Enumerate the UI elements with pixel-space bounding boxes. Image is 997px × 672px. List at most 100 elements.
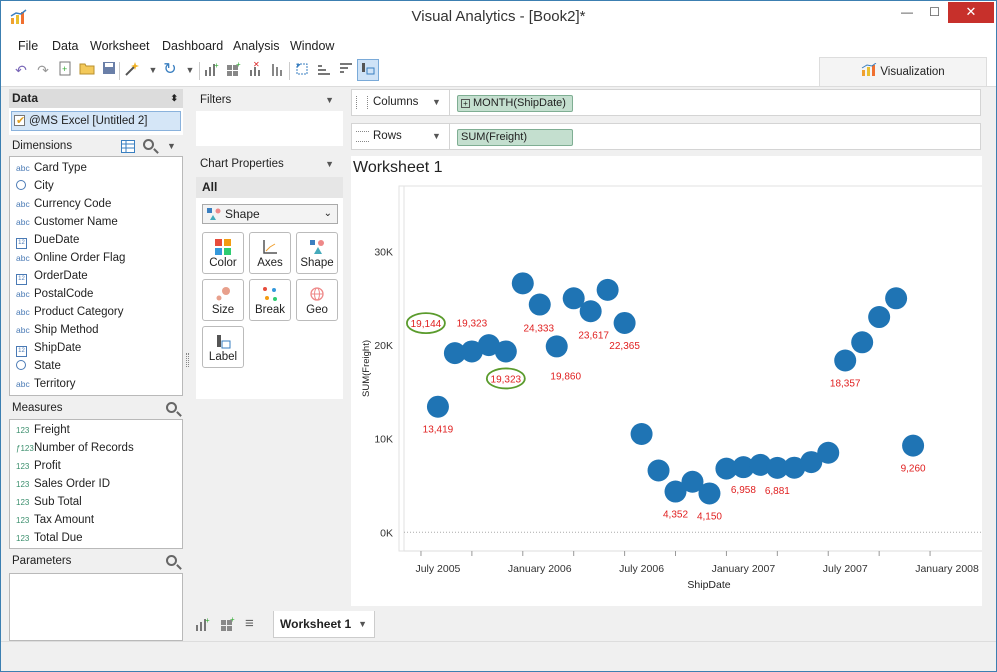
color-icon (215, 239, 231, 255)
show-labels-icon[interactable] (357, 59, 379, 81)
maximize-button[interactable]: ☐ (929, 5, 940, 19)
visualization-tab-label: Visualization (880, 66, 945, 78)
clear-worksheet-icon[interactable]: ✕ (247, 60, 265, 79)
expand-icon[interactable]: + (461, 99, 470, 108)
size-tile[interactable]: Size (202, 279, 244, 321)
data-point (460, 340, 483, 363)
break-tile[interactable]: Break (249, 279, 291, 321)
dimension-card-type[interactable]: abc Card Type (16, 159, 87, 177)
new-worksheet-tab-icon[interactable]: + (195, 616, 213, 634)
shape-tile[interactable]: Shape (296, 232, 338, 274)
dimension-state[interactable]: State (16, 357, 61, 375)
worksheet-tab-menu-icon[interactable]: ▼ (358, 619, 367, 629)
dimension-online-order-flag[interactable]: abc Online Order Flag (16, 249, 125, 267)
tab-worksheet-1[interactable]: Worksheet 1 ▼ (273, 611, 375, 638)
measure-number-of-records[interactable]: ƒ123Number of Records (16, 439, 134, 457)
sort-ascending-icon[interactable] (315, 61, 333, 79)
measure-tax-amount[interactable]: 123 Tax Amount (16, 511, 94, 529)
tab-all[interactable]: All (196, 177, 343, 198)
chart-properties-menu-icon[interactable]: ▼ (325, 159, 334, 169)
filters-area[interactable] (196, 111, 343, 146)
number-type-icon: 123 (16, 498, 30, 507)
title-bar: Visual Analytics - [Book2]* — ☐ ✕ (1, 1, 996, 35)
text-type-icon: abc (16, 253, 30, 263)
geo-tile[interactable]: Geo (296, 279, 338, 321)
columns-pill[interactable]: + MONTH(ShipDate) (457, 95, 573, 112)
save-icon[interactable] (100, 61, 118, 79)
dimension-customer-name[interactable]: abc Customer Name (16, 213, 118, 231)
axes-tile[interactable]: Axes (249, 232, 291, 274)
sheet-list-icon[interactable]: ≡ (245, 615, 254, 632)
dimension-postalcode[interactable]: abc PostalCode (16, 285, 93, 303)
color-tile[interactable]: Color (202, 232, 244, 274)
new-dashboard-tab-icon[interactable]: + (220, 615, 238, 634)
refresh-dropdown-icon[interactable]: ▼ (185, 65, 195, 75)
calendar-icon: 12 (16, 274, 27, 285)
break-icon (263, 287, 277, 301)
data-pane-header: Data ⬍ (9, 89, 183, 108)
wand-icon[interactable] (123, 61, 141, 79)
rows-pill[interactable]: SUM(Freight) (457, 129, 573, 146)
dimension-product-category[interactable]: abc Product Category (16, 303, 124, 321)
wand-dropdown-icon[interactable]: ▼ (148, 65, 158, 75)
measure-freight[interactable]: 123 Freight (16, 421, 70, 439)
rows-icon (356, 131, 369, 142)
measure-total-due[interactable]: 123 Total Due (16, 529, 83, 547)
rows-menu-icon[interactable]: ▼ (432, 131, 441, 141)
filters-menu-icon[interactable]: ▼ (325, 95, 334, 105)
undo-icon[interactable]: ↶ (15, 62, 27, 78)
data-point (562, 287, 585, 310)
visualization-tab[interactable]: Visualization (819, 57, 987, 86)
refresh-icon[interactable]: ↻ (163, 61, 177, 78)
label-tile[interactable]: Label (202, 326, 244, 368)
redo-icon[interactable]: ↷ (37, 62, 49, 78)
measure-profit[interactable]: 123 Profit (16, 457, 61, 475)
dimensions-menu-icon[interactable]: ▼ (167, 141, 176, 151)
break-tile-label: Break (254, 304, 286, 316)
data-source-item[interactable]: ✔ @MS Excel [Untitled 2] (11, 111, 181, 131)
data-pane-menu-icon[interactable]: ⬍ (170, 93, 178, 103)
dimension-ship-method[interactable]: abc Ship Method (16, 321, 99, 339)
dimension-orderdate[interactable]: 12 OrderDate (16, 267, 88, 285)
close-button[interactable]: ✕ (948, 2, 994, 23)
open-folder-icon[interactable] (78, 61, 96, 79)
globe-icon (16, 360, 26, 370)
data-point (698, 482, 721, 505)
sort-chart-icon[interactable] (269, 61, 287, 79)
dimensions-search-icon[interactable] (143, 139, 154, 150)
parameters-search-icon[interactable] (166, 555, 177, 566)
menu-analysis[interactable]: Analysis (233, 39, 280, 53)
columns-menu-icon[interactable]: ▼ (432, 97, 441, 107)
data-point (732, 456, 755, 479)
measure-sales-order-id[interactable]: 123 Sales Order ID (16, 475, 110, 493)
window-title: Visual Analytics - [Book2]* (411, 8, 586, 25)
dimension-city[interactable]: City (16, 177, 54, 195)
sort-descending-icon[interactable] (337, 61, 355, 79)
highlight-ring (406, 312, 446, 335)
menu-file[interactable]: File (18, 39, 39, 53)
table-view-icon[interactable] (121, 140, 135, 153)
data-label: 9,260 (901, 464, 926, 475)
data-point (851, 331, 874, 354)
new-dashboard-icon[interactable]: + (225, 60, 243, 79)
checkbox-checked-icon[interactable]: ✔ (14, 115, 26, 127)
dimension-currency-code[interactable]: abc Currency Code (16, 195, 111, 213)
data-point (596, 278, 619, 301)
new-file-icon[interactable]: + (56, 61, 74, 79)
menu-window[interactable]: Window (290, 39, 335, 53)
measures-search-icon[interactable] (166, 402, 177, 413)
mark-type-select[interactable]: Shape ⌄ (202, 204, 338, 224)
measure-sub-total[interactable]: 123 Sub Total (16, 493, 82, 511)
dimension-territory[interactable]: abc Territory (16, 375, 76, 393)
splitter-handle[interactable] (186, 353, 189, 367)
dimension-duedate[interactable]: 12 DueDate (16, 231, 79, 249)
menu-dashboard[interactable]: Dashboard (162, 39, 224, 53)
swap-icon[interactable] (293, 61, 311, 79)
minimize-button[interactable]: — (901, 5, 913, 19)
dimension-label: City (34, 180, 54, 192)
menu-worksheet[interactable]: Worksheet (90, 39, 150, 53)
new-worksheet-icon[interactable]: + (203, 61, 221, 79)
measure-label: Freight (34, 424, 70, 436)
dimension-shipdate[interactable]: 12 ShipDate (16, 339, 81, 357)
menu-data[interactable]: Data (52, 39, 79, 53)
